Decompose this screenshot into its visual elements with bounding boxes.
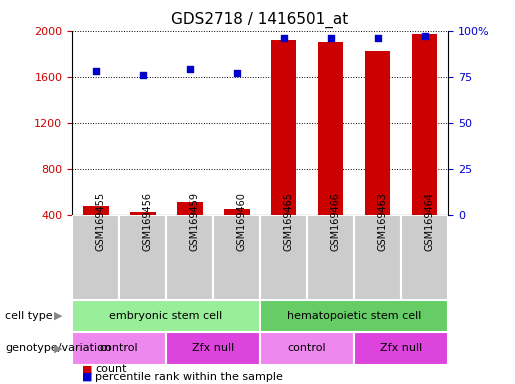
Title: GDS2718 / 1416501_at: GDS2718 / 1416501_at — [171, 12, 349, 28]
Text: GSM169459: GSM169459 — [190, 192, 200, 251]
Point — [185, 66, 194, 73]
Bar — [83, 206, 109, 215]
Bar — [260, 332, 354, 365]
Text: hematopoietic stem cell: hematopoietic stem cell — [287, 311, 421, 321]
Text: Zfx null: Zfx null — [380, 343, 422, 354]
Point — [232, 70, 241, 76]
Bar — [411, 34, 437, 215]
Bar — [401, 215, 448, 300]
Bar — [177, 202, 202, 215]
Text: genotype/variation: genotype/variation — [5, 343, 111, 354]
Bar — [166, 215, 213, 300]
Text: cell type: cell type — [5, 311, 53, 321]
Point — [327, 35, 335, 41]
Text: ▶: ▶ — [54, 343, 63, 354]
Point — [420, 33, 428, 39]
Text: control: control — [288, 343, 327, 354]
Bar — [260, 300, 448, 332]
Text: GSM169463: GSM169463 — [377, 192, 388, 251]
Bar — [166, 332, 260, 365]
Text: GSM169460: GSM169460 — [236, 192, 247, 251]
Text: GSM169456: GSM169456 — [143, 192, 152, 251]
Text: ■: ■ — [82, 364, 93, 374]
Bar — [354, 332, 448, 365]
Point — [280, 35, 288, 41]
Point — [92, 68, 100, 74]
Text: GSM169465: GSM169465 — [284, 192, 294, 251]
Point — [373, 35, 382, 41]
Bar — [318, 42, 344, 215]
Bar — [365, 51, 390, 215]
Text: GSM169464: GSM169464 — [424, 192, 435, 251]
Bar — [354, 215, 401, 300]
Text: count: count — [95, 364, 127, 374]
Bar — [72, 332, 166, 365]
Bar — [260, 215, 307, 300]
Bar — [224, 209, 249, 215]
Bar — [213, 215, 260, 300]
Text: percentile rank within the sample: percentile rank within the sample — [95, 372, 283, 382]
Bar — [119, 215, 166, 300]
Bar — [130, 212, 156, 215]
Bar — [307, 215, 354, 300]
Text: GSM169466: GSM169466 — [331, 192, 340, 251]
Text: embryonic stem cell: embryonic stem cell — [110, 311, 222, 321]
Bar — [72, 300, 260, 332]
Text: ■: ■ — [82, 372, 93, 382]
Text: ▶: ▶ — [54, 311, 63, 321]
Bar — [72, 215, 119, 300]
Text: control: control — [100, 343, 139, 354]
Bar — [271, 40, 297, 215]
Text: GSM169455: GSM169455 — [96, 192, 106, 252]
Text: Zfx null: Zfx null — [192, 343, 234, 354]
Point — [139, 72, 147, 78]
